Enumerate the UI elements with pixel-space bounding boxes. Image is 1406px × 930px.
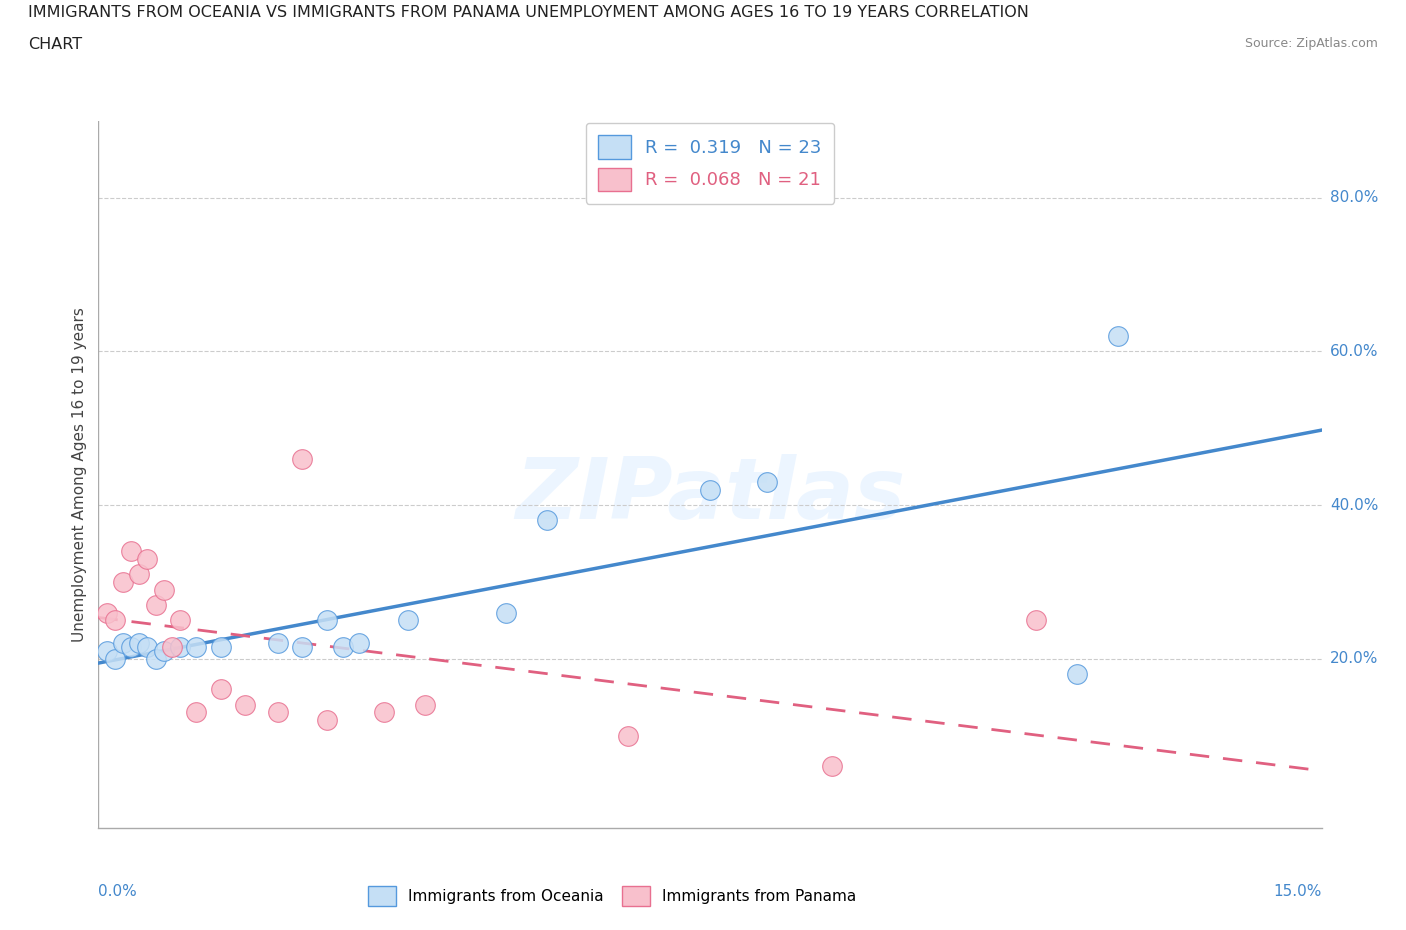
Point — [104, 651, 127, 666]
Y-axis label: Unemployment Among Ages 16 to 19 years: Unemployment Among Ages 16 to 19 years — [72, 307, 87, 642]
Point — [186, 640, 208, 655]
Point — [145, 651, 167, 666]
Point — [209, 682, 232, 697]
Point — [145, 597, 167, 612]
Point — [267, 636, 290, 651]
Point — [315, 613, 337, 628]
Text: 20.0%: 20.0% — [1330, 651, 1378, 666]
Point — [267, 705, 290, 720]
Point — [169, 613, 191, 628]
Point — [120, 640, 142, 655]
Text: IMMIGRANTS FROM OCEANIA VS IMMIGRANTS FROM PANAMA UNEMPLOYMENT AMONG AGES 16 TO : IMMIGRANTS FROM OCEANIA VS IMMIGRANTS FR… — [28, 5, 1029, 20]
Point — [233, 698, 256, 712]
Text: CHART: CHART — [28, 37, 82, 52]
Point — [120, 544, 142, 559]
Point — [209, 640, 232, 655]
Point — [160, 640, 183, 655]
Point — [96, 605, 118, 620]
Text: 60.0%: 60.0% — [1330, 344, 1378, 359]
Point — [291, 451, 314, 466]
Point — [396, 613, 419, 628]
Point — [136, 551, 159, 566]
Point — [186, 705, 208, 720]
Point — [111, 636, 134, 651]
Point — [169, 640, 191, 655]
Point — [96, 644, 118, 658]
Point — [495, 605, 517, 620]
Point — [111, 575, 134, 590]
Point — [349, 636, 371, 651]
Point — [315, 712, 337, 727]
Point — [128, 636, 150, 651]
Point — [136, 640, 159, 655]
Point — [821, 759, 844, 774]
Legend: Immigrants from Oceania, Immigrants from Panama: Immigrants from Oceania, Immigrants from… — [363, 880, 862, 912]
Point — [104, 613, 127, 628]
Text: ZIPatlas: ZIPatlas — [515, 454, 905, 537]
Point — [1025, 613, 1047, 628]
Point — [152, 644, 174, 658]
Text: 15.0%: 15.0% — [1274, 884, 1322, 899]
Point — [536, 513, 558, 528]
Point — [1066, 667, 1088, 682]
Text: 40.0%: 40.0% — [1330, 498, 1378, 512]
Point — [413, 698, 436, 712]
Point — [291, 640, 314, 655]
Point — [128, 566, 150, 581]
Point — [332, 640, 354, 655]
Point — [373, 705, 395, 720]
Point — [756, 474, 779, 489]
Text: 80.0%: 80.0% — [1330, 191, 1378, 206]
Point — [152, 582, 174, 597]
Point — [617, 728, 640, 743]
Text: Source: ZipAtlas.com: Source: ZipAtlas.com — [1244, 37, 1378, 50]
Point — [1107, 328, 1129, 343]
Text: 0.0%: 0.0% — [98, 884, 138, 899]
Point — [699, 483, 721, 498]
